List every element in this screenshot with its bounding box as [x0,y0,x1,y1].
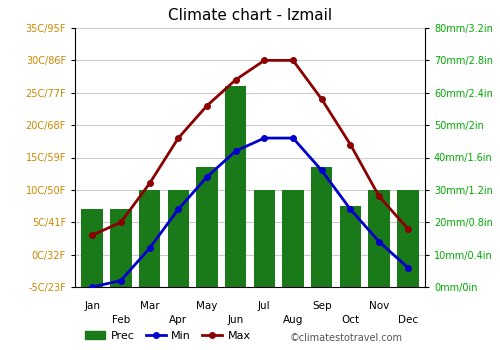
Text: Apr: Apr [169,315,188,325]
Bar [311,167,332,287]
Text: Nov: Nov [369,301,389,311]
Bar [282,190,304,287]
Text: Dec: Dec [398,315,418,325]
Text: Mar: Mar [140,301,160,311]
Bar [397,190,418,287]
Text: Oct: Oct [342,315,359,325]
Title: Climate chart - Izmail: Climate chart - Izmail [168,8,332,23]
Bar [168,190,189,287]
Text: Jun: Jun [228,315,244,325]
Bar [196,167,218,287]
Text: ©climatestotravel.com: ©climatestotravel.com [290,333,403,343]
Bar [110,209,132,287]
Text: Feb: Feb [112,315,130,325]
Bar [368,190,390,287]
Text: Aug: Aug [283,315,303,325]
Bar [340,206,361,287]
Text: Jan: Jan [84,301,100,311]
Legend: Prec, Min, Max: Prec, Min, Max [80,326,255,345]
Text: Jul: Jul [258,301,270,311]
Bar [254,190,275,287]
Bar [225,86,246,287]
Bar [82,209,103,287]
Text: May: May [196,301,218,311]
Bar [139,190,160,287]
Text: Sep: Sep [312,301,332,311]
